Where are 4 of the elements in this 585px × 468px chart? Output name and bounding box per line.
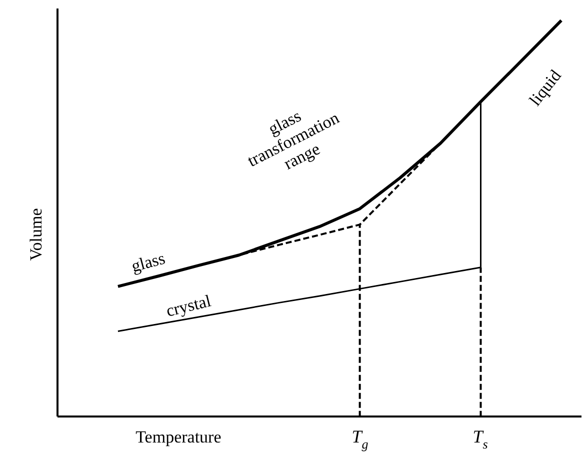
annotation: glass (129, 248, 168, 276)
x-axis-title: Temperature (136, 428, 222, 447)
y-axis-title: Volume (26, 208, 46, 261)
annotation: crystal (164, 291, 214, 321)
